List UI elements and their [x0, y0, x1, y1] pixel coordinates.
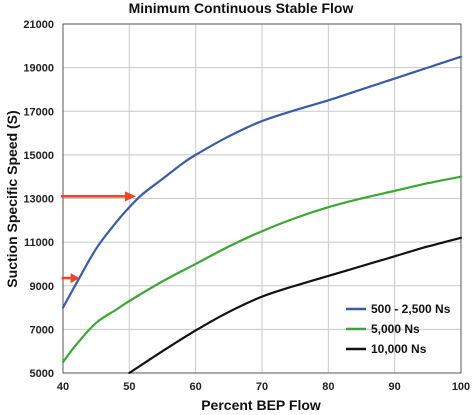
legend: 500 - 2,500 Ns 5,000 Ns 10,000 Ns — [346, 302, 451, 356]
tick-layer: 40 50 60 70 80 90 100 5000 7000 9000 11000 13000 150… — [23, 19, 470, 393]
series-layer — [61, 55, 463, 375]
x-axis-label: Percent BEP Flow — [201, 397, 321, 413]
y-tick-label: 13000 — [23, 194, 54, 206]
y-tick-label: 15000 — [23, 150, 54, 162]
x-tick-label: 70 — [256, 381, 268, 393]
annotation-arrow-head — [124, 191, 136, 202]
x-tick-label: 40 — [57, 381, 69, 393]
y-tick-label: 21000 — [23, 19, 54, 31]
y-tick-label: 9000 — [30, 281, 54, 293]
x-tick-label: 50 — [123, 381, 135, 393]
x-tick-label: 60 — [190, 381, 202, 393]
y-axis-label: Suction Specific Speed (S) — [4, 110, 20, 287]
x-tick-label: 100 — [452, 381, 470, 393]
y-tick-label: 19000 — [23, 63, 54, 75]
series-line-10000-ns — [128, 236, 463, 375]
legend-label: 5,000 Ns — [371, 322, 420, 336]
plot-frame — [62, 23, 462, 374]
x-tick-label: 80 — [322, 381, 334, 393]
y-tick-label: 5000 — [30, 368, 54, 380]
y-tick-label: 7000 — [30, 324, 54, 336]
annotation-layer — [60, 191, 136, 284]
legend-label: 500 - 2,500 Ns — [371, 302, 451, 316]
annotation-arrow-head — [70, 273, 80, 284]
x-tick-label: 90 — [389, 381, 401, 393]
chart-title: Minimum Continuous Stable Flow — [129, 0, 354, 16]
series-line-5000-ns — [61, 175, 463, 364]
series-line-500-2500-ns — [61, 55, 463, 309]
y-tick-label: 17000 — [23, 106, 54, 118]
y-tick-label: 11000 — [24, 237, 54, 249]
legend-label: 10,000 Ns — [371, 342, 427, 356]
